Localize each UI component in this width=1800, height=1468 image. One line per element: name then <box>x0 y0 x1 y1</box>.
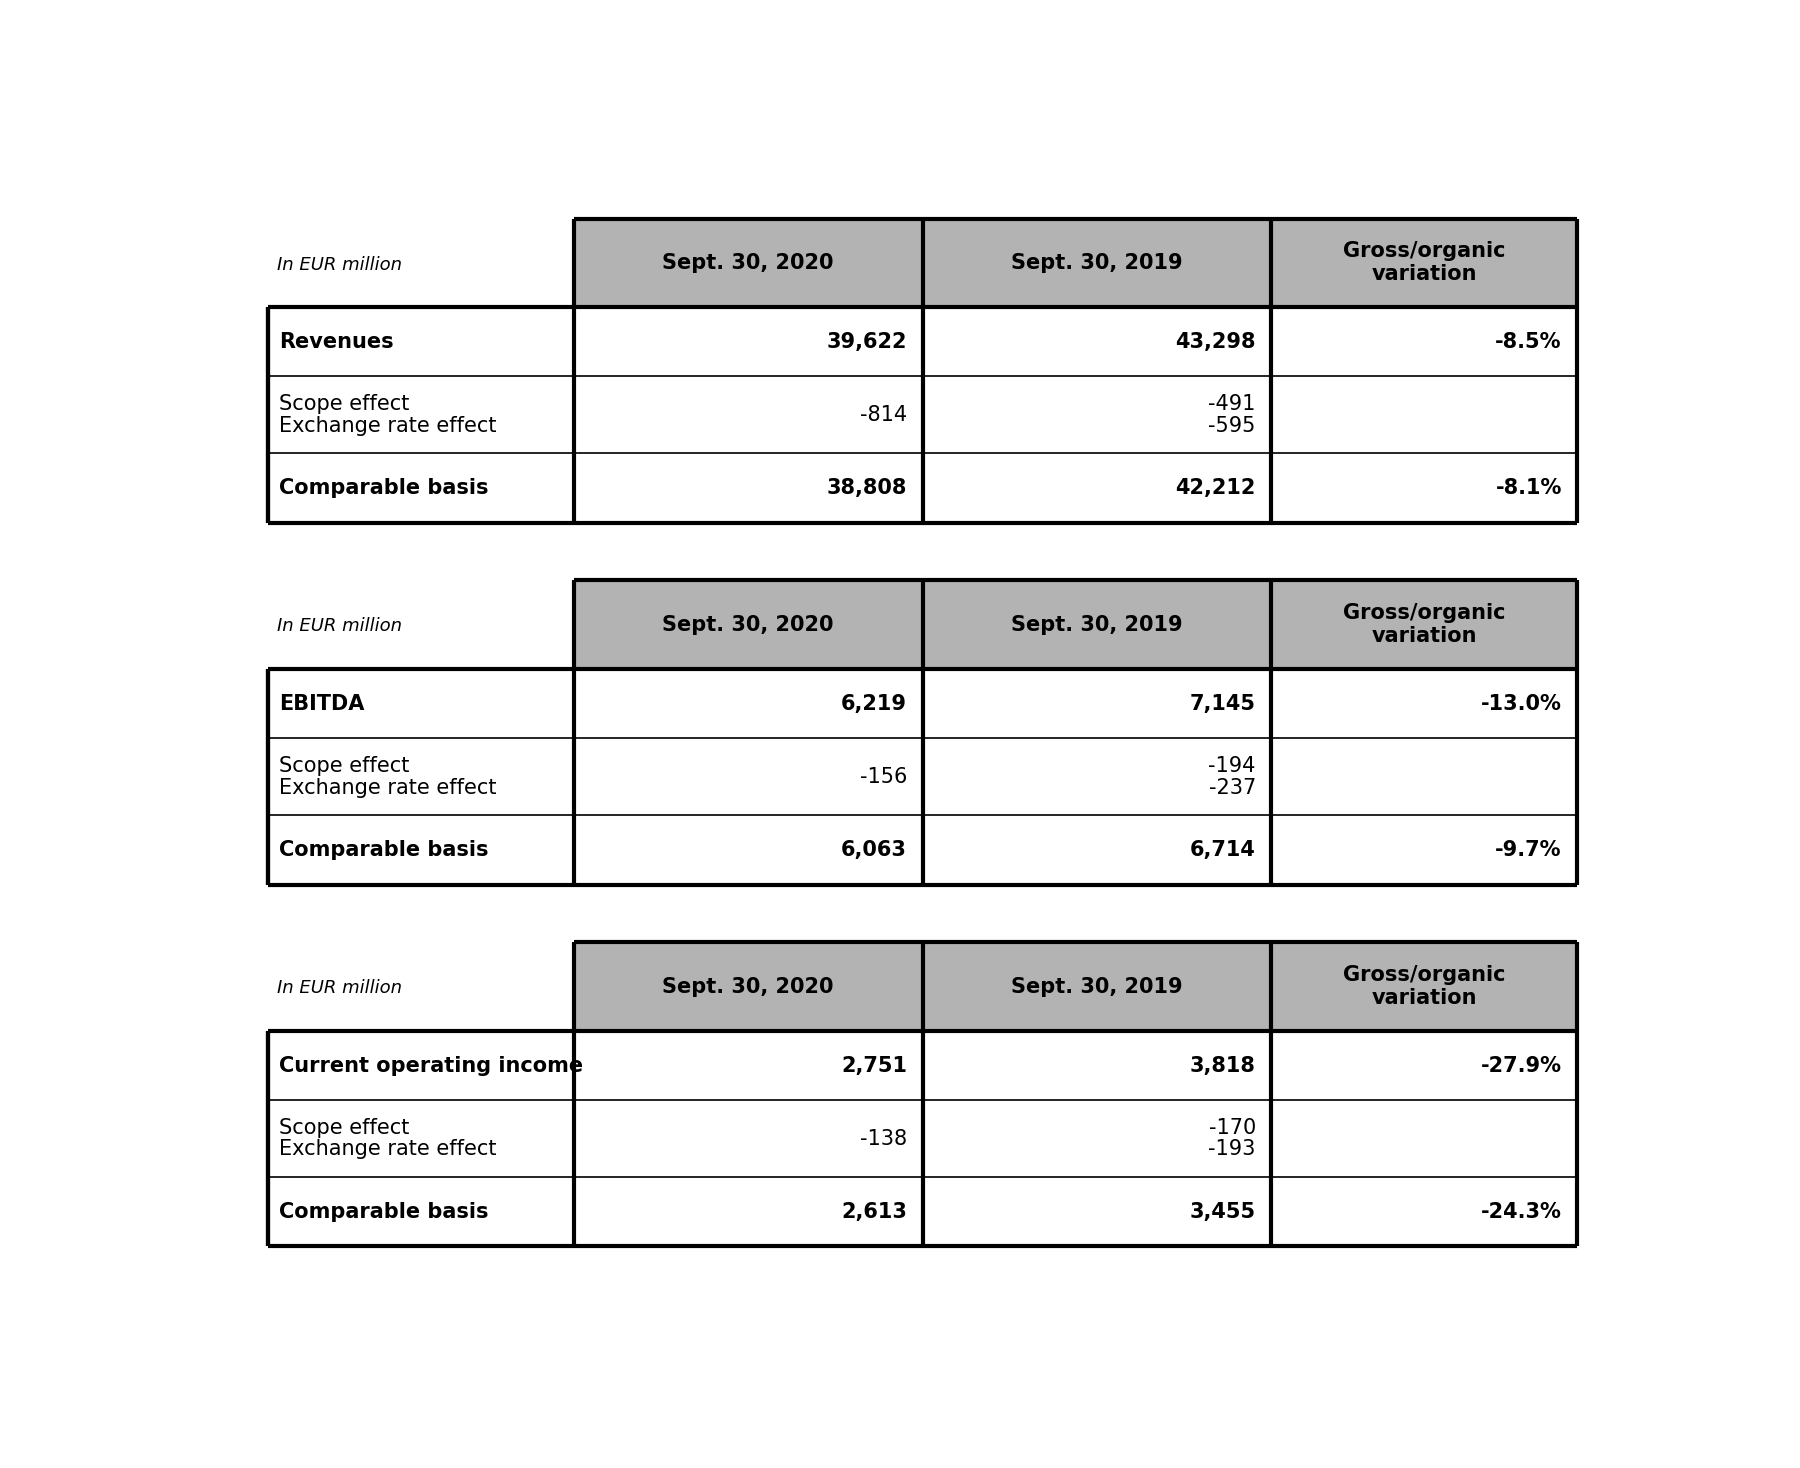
Text: Sept. 30, 2020: Sept. 30, 2020 <box>662 615 833 634</box>
Bar <box>922 580 1271 669</box>
Text: -194: -194 <box>1208 756 1256 777</box>
Text: Comparable basis: Comparable basis <box>279 840 490 860</box>
Text: -237: -237 <box>1208 778 1256 797</box>
Text: EBITDA: EBITDA <box>279 693 365 713</box>
Text: 39,622: 39,622 <box>826 332 907 352</box>
Text: 42,212: 42,212 <box>1175 479 1256 498</box>
Text: 7,145: 7,145 <box>1190 693 1256 713</box>
Text: In EUR million: In EUR million <box>277 979 401 997</box>
Text: In EUR million: In EUR million <box>277 255 401 273</box>
Bar <box>268 942 574 1031</box>
Text: -8.1%: -8.1% <box>1496 479 1562 498</box>
Text: 3,818: 3,818 <box>1190 1055 1256 1076</box>
Bar <box>574 942 922 1031</box>
Bar <box>1271 219 1577 307</box>
Text: Sept. 30, 2020: Sept. 30, 2020 <box>662 252 833 273</box>
Text: -491: -491 <box>1208 393 1256 414</box>
Bar <box>268 1177 1577 1246</box>
Text: -814: -814 <box>860 405 907 424</box>
Text: -595: -595 <box>1208 415 1256 436</box>
Text: -138: -138 <box>860 1129 907 1148</box>
Text: Sept. 30, 2020: Sept. 30, 2020 <box>662 976 833 997</box>
Bar <box>268 738 1577 815</box>
Text: Comparable basis: Comparable basis <box>279 479 490 498</box>
Text: 38,808: 38,808 <box>826 479 907 498</box>
Bar <box>268 1100 1577 1177</box>
Text: Exchange rate effect: Exchange rate effect <box>279 415 497 436</box>
Text: Sept. 30, 2019: Sept. 30, 2019 <box>1012 615 1183 634</box>
Bar <box>268 219 574 307</box>
Text: Scope effect: Scope effect <box>279 393 410 414</box>
Text: Exchange rate effect: Exchange rate effect <box>279 778 497 797</box>
Text: In EUR million: In EUR million <box>277 618 401 636</box>
Bar <box>268 815 1577 885</box>
Bar <box>268 454 1577 523</box>
Text: -9.7%: -9.7% <box>1496 840 1562 860</box>
Text: -27.9%: -27.9% <box>1481 1055 1562 1076</box>
Bar <box>922 942 1271 1031</box>
Text: 6,219: 6,219 <box>841 693 907 713</box>
Text: Exchange rate effect: Exchange rate effect <box>279 1139 497 1160</box>
Bar <box>268 669 1577 738</box>
Text: 43,298: 43,298 <box>1175 332 1256 352</box>
Text: 2,751: 2,751 <box>841 1055 907 1076</box>
Bar <box>268 580 574 669</box>
Text: -193: -193 <box>1208 1139 1256 1160</box>
Text: 2,613: 2,613 <box>841 1202 907 1221</box>
Text: Scope effect: Scope effect <box>279 756 410 777</box>
Text: Revenues: Revenues <box>279 332 394 352</box>
Bar <box>268 1031 1577 1100</box>
Bar <box>1271 580 1577 669</box>
Text: 3,455: 3,455 <box>1190 1202 1256 1221</box>
Text: Gross/organic
variation: Gross/organic variation <box>1343 603 1505 646</box>
Bar <box>922 219 1271 307</box>
Text: Scope effect: Scope effect <box>279 1117 410 1138</box>
Bar <box>268 307 1577 376</box>
Text: Sept. 30, 2019: Sept. 30, 2019 <box>1012 252 1183 273</box>
Text: Gross/organic
variation: Gross/organic variation <box>1343 964 1505 1009</box>
Bar <box>268 376 1577 454</box>
Bar <box>1271 942 1577 1031</box>
Text: -13.0%: -13.0% <box>1481 693 1562 713</box>
Bar <box>574 219 922 307</box>
Text: 6,714: 6,714 <box>1190 840 1256 860</box>
Text: -24.3%: -24.3% <box>1481 1202 1562 1221</box>
Text: -170: -170 <box>1208 1117 1256 1138</box>
Text: Gross/organic
variation: Gross/organic variation <box>1343 241 1505 285</box>
Text: Sept. 30, 2019: Sept. 30, 2019 <box>1012 976 1183 997</box>
Text: Comparable basis: Comparable basis <box>279 1202 490 1221</box>
Text: -8.5%: -8.5% <box>1496 332 1562 352</box>
Bar <box>574 580 922 669</box>
Text: 6,063: 6,063 <box>841 840 907 860</box>
Text: -156: -156 <box>860 766 907 787</box>
Text: Current operating income: Current operating income <box>279 1055 583 1076</box>
